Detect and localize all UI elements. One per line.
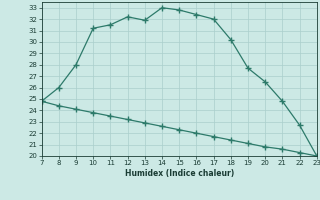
- X-axis label: Humidex (Indice chaleur): Humidex (Indice chaleur): [124, 169, 234, 178]
